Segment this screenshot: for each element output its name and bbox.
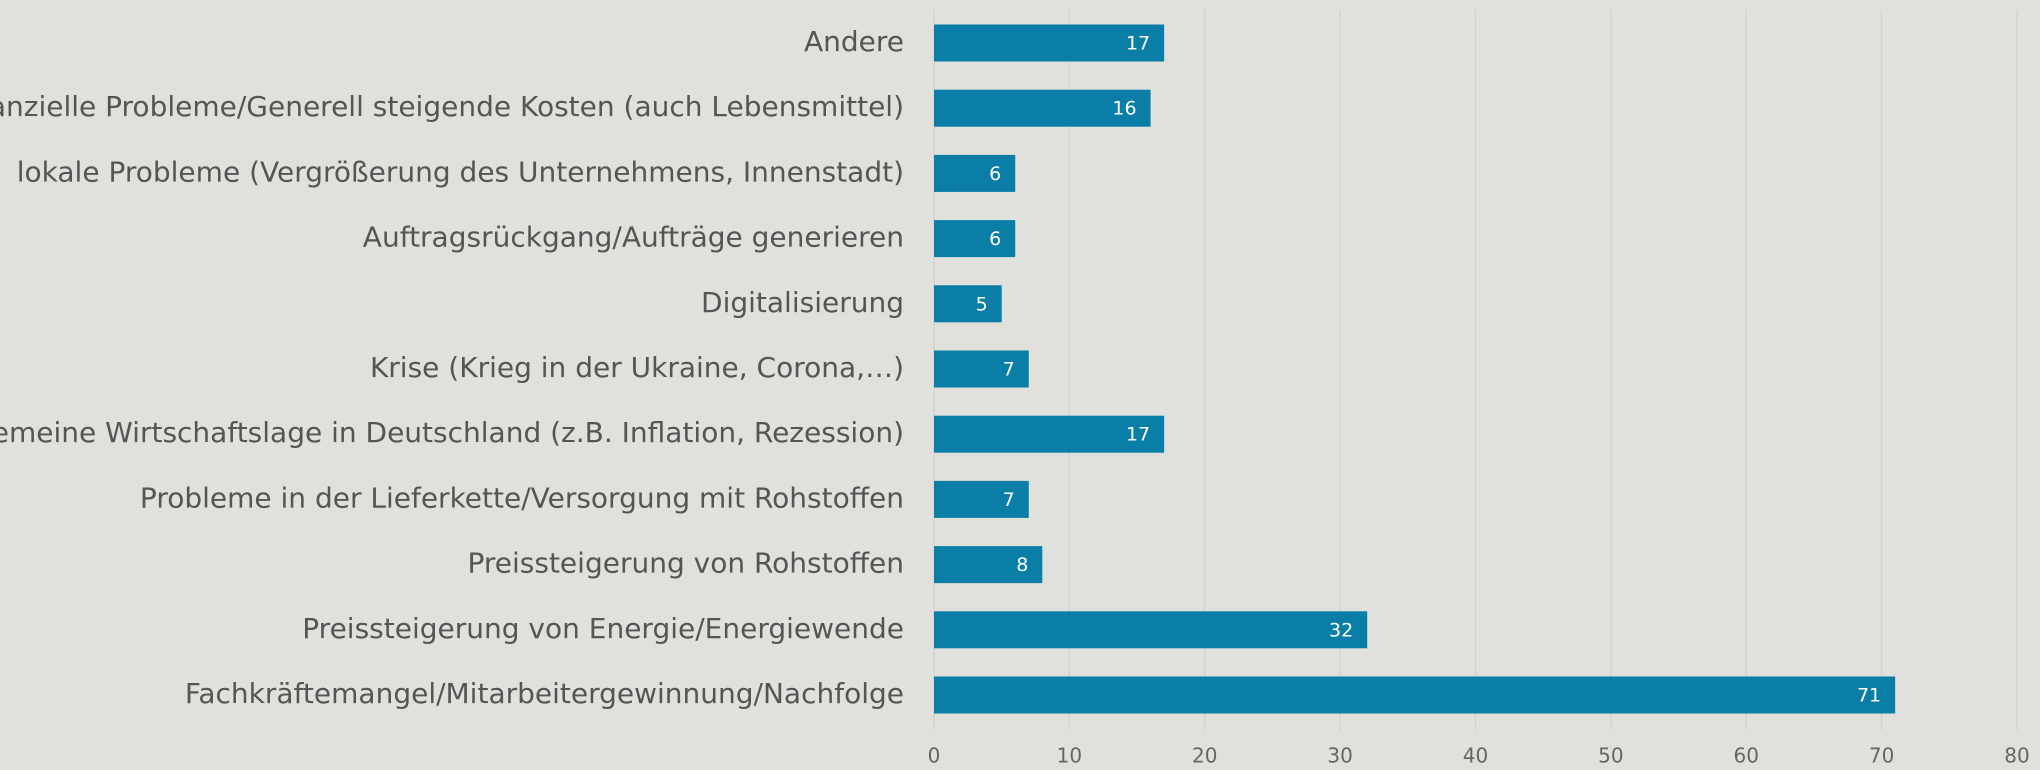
bar: [934, 415, 1165, 453]
y-tick-label: Preissteigerung von Rohstoffen: [467, 547, 904, 580]
data-label: 8: [1016, 554, 1028, 576]
bar: [934, 611, 1368, 649]
x-tick-label: 80: [2004, 744, 2029, 768]
x-tick-label: 20: [1192, 744, 1217, 768]
data-label: 6: [989, 228, 1001, 250]
data-label: 7: [1003, 359, 1015, 381]
x-tick-label: 0: [928, 744, 941, 768]
bar: [934, 220, 1016, 258]
y-tick-label: Preissteigerung von Energie/Energiewende: [302, 612, 904, 645]
x-tick-label: 40: [1463, 744, 1488, 768]
y-tick-label: Probleme in der Lieferkette/Versorgung m…: [140, 481, 904, 514]
data-label: 17: [1126, 424, 1150, 446]
data-label: 7: [1003, 489, 1015, 511]
x-tick-label: 10: [1057, 744, 1082, 768]
bar: [934, 480, 1029, 518]
y-tick-label: lokale Probleme (Vergrößerung des Untern…: [17, 155, 904, 188]
data-label: 17: [1126, 33, 1150, 55]
data-label: 16: [1112, 98, 1136, 120]
y-tick-label: Fachkräftemangel/Mitarbeitergewinnung/Na…: [185, 677, 904, 710]
bar: [934, 285, 1002, 323]
data-label: 32: [1329, 619, 1353, 641]
y-tick-label: Andere: [804, 25, 904, 58]
bar: [934, 676, 1896, 714]
bar: [934, 154, 1016, 192]
x-tick-label: 60: [1734, 744, 1759, 768]
bar: [934, 546, 1043, 584]
y-tick-label: Krise (Krieg in der Ukraine, Corona,…): [370, 351, 904, 384]
x-tick-label: 50: [1598, 744, 1623, 768]
x-tick-label: 70: [1869, 744, 1894, 768]
bar: [934, 24, 1165, 62]
data-label: 6: [989, 163, 1001, 185]
data-label: 71: [1857, 685, 1881, 707]
bar: [934, 350, 1029, 388]
y-tick-label: Allgemeine Wirtschaftslage in Deutschlan…: [0, 416, 904, 449]
y-tick-label: Auftragsrückgang/Aufträge generieren: [363, 221, 904, 254]
y-tick-label: Digitalisierung: [701, 286, 904, 319]
y-tick-label: finanzielle Probleme/Generell steigende …: [0, 90, 904, 123]
data-label: 5: [976, 293, 988, 315]
x-tick-label: 30: [1327, 744, 1352, 768]
bar: [934, 89, 1151, 127]
